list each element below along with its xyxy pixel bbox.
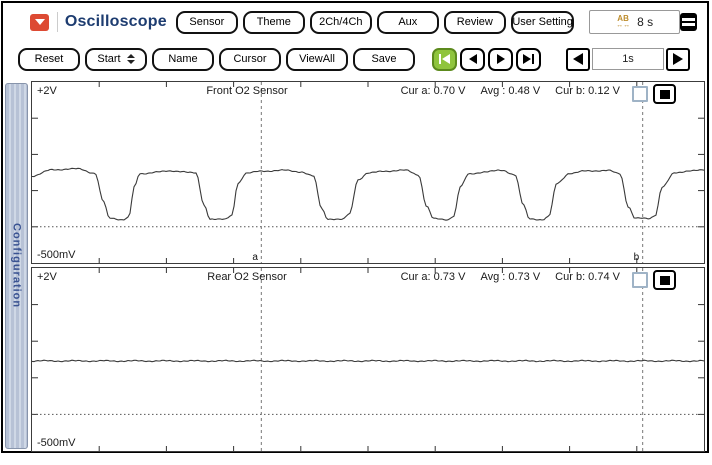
- header-row: Oscilloscope Sensor Theme 2Ch/4Ch Aux Re…: [3, 3, 707, 41]
- right-arrow-icon: [673, 53, 683, 65]
- skip-start-icon: [442, 54, 450, 64]
- divider: [57, 12, 58, 32]
- timebase-decrease-button[interactable]: [566, 47, 590, 71]
- toolbar-row: Reset Start Name Cursor ViewAll Save 1s: [3, 41, 707, 77]
- cursor-b-value: Cur b: 0.12 V: [555, 85, 620, 97]
- channel-mode-button[interactable]: 2Ch/4Ch: [309, 10, 372, 34]
- cursor-b-value: Cur b: 0.74 V: [555, 271, 620, 283]
- aux-button[interactable]: Aux: [376, 10, 439, 34]
- app-title: Oscilloscope: [64, 13, 167, 30]
- channel-color-button[interactable]: [653, 84, 676, 104]
- average-value: Avg : 0.48 V: [480, 85, 541, 97]
- y-max-label: +2V: [37, 85, 57, 97]
- y-max-label: +2V: [37, 271, 57, 283]
- record-length-value: 8 s: [637, 15, 654, 29]
- previous-icon: [468, 54, 477, 64]
- app-logo-dropdown-icon[interactable]: [30, 13, 49, 31]
- oscilloscope-app: Oscilloscope Sensor Theme 2Ch/4Ch Aux Re…: [1, 1, 709, 453]
- step-back-button[interactable]: [460, 47, 485, 71]
- channel-title: Rear O2 Sensor: [207, 271, 287, 283]
- rear-o2-waveform-plot[interactable]: [32, 268, 704, 451]
- chart-rear-o2-sensor: +2V Rear O2 Sensor Cur a: 0.73 V Avg : 0…: [31, 267, 705, 452]
- next-icon: [496, 54, 505, 64]
- step-forward-button[interactable]: [488, 47, 513, 71]
- timebase-value: 1s: [592, 48, 664, 70]
- save-button[interactable]: Save: [353, 47, 415, 71]
- skip-end-icon: [523, 54, 531, 64]
- dropdown-triangle-icon: [34, 19, 45, 25]
- measurement-stats: Cur a: 0.73 V Avg : 0.73 V Cur b: 0.74 V: [401, 271, 620, 283]
- cursor-a-value: Cur a: 0.70 V: [400, 85, 466, 97]
- left-arrow-icon: [573, 53, 583, 65]
- configuration-tab[interactable]: Configuration: [5, 83, 28, 449]
- name-button[interactable]: Name: [152, 47, 214, 71]
- channel-color-button[interactable]: [653, 270, 676, 290]
- theme-button[interactable]: Theme: [242, 10, 305, 34]
- timebase-selector: 1s: [566, 47, 690, 71]
- stepper-icon: [126, 54, 135, 64]
- channel-checkbox[interactable]: [632, 86, 648, 102]
- measurement-stats: Cur a: 0.70 V Avg : 0.48 V Cur b: 0.12 V: [401, 85, 620, 97]
- start-button[interactable]: Start: [85, 47, 147, 71]
- configuration-tab-label: Configuration: [10, 223, 23, 309]
- svg-text:a: a: [252, 252, 258, 263]
- viewall-button[interactable]: ViewAll: [286, 47, 348, 71]
- timebase-increase-button[interactable]: [666, 47, 690, 71]
- record-length-display[interactable]: AB ↔↔ 8 s: [589, 10, 680, 34]
- skip-to-start-button[interactable]: [432, 47, 457, 71]
- y-min-label: -500mV: [37, 437, 76, 449]
- y-min-label: -500mV: [37, 249, 76, 261]
- cursor-a-value: Cur a: 0.73 V: [400, 271, 466, 283]
- cursor-button[interactable]: Cursor: [219, 47, 281, 71]
- menu-list-icon[interactable]: [679, 13, 697, 31]
- reset-button[interactable]: Reset: [18, 47, 80, 71]
- user-setting-button[interactable]: User Setting: [510, 10, 575, 34]
- ab-cursors-icon: AB ↔↔: [616, 13, 631, 29]
- channel-title: Front O2 Sensor: [206, 85, 288, 97]
- average-value: Avg : 0.73 V: [480, 271, 541, 283]
- channel-checkbox[interactable]: [632, 272, 648, 288]
- skip-to-end-button[interactable]: [516, 47, 541, 71]
- review-button[interactable]: Review: [443, 10, 506, 34]
- svg-text:b: b: [634, 252, 640, 263]
- sensor-button[interactable]: Sensor: [175, 10, 238, 34]
